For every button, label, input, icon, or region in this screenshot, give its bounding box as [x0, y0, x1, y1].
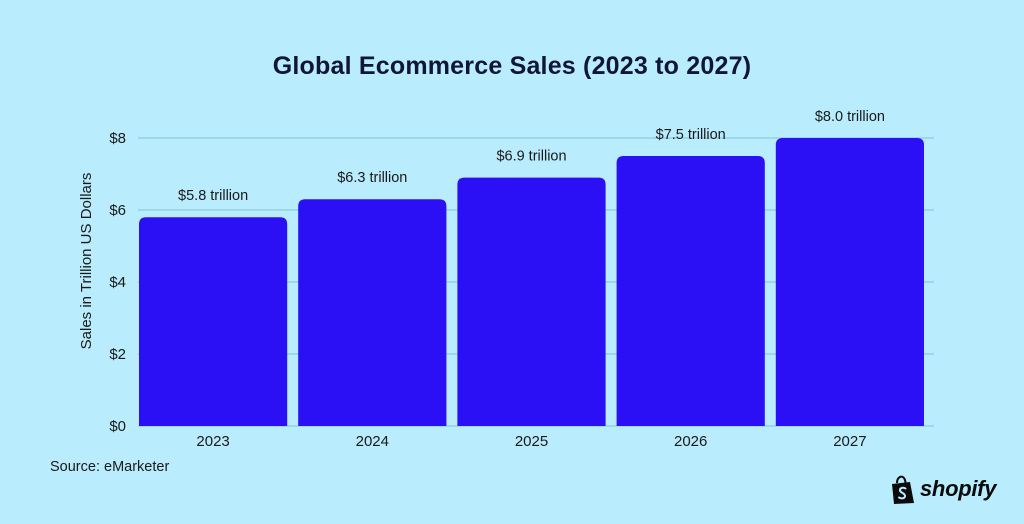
data-label: $7.5 trillion — [656, 127, 726, 143]
bar-2023 — [139, 217, 288, 426]
data-label: $5.8 trillion — [178, 188, 248, 204]
data-label: $8.0 trillion — [815, 109, 885, 125]
bar-2026 — [616, 156, 765, 426]
x-tick-label: 2023 — [196, 433, 229, 450]
y-tick-label: $4 — [109, 274, 126, 291]
x-tick-label: 2026 — [674, 433, 707, 450]
y-tick-label: $8 — [109, 130, 126, 147]
data-label: $6.9 trillion — [496, 149, 566, 165]
bar-2024 — [298, 199, 447, 426]
brand-logo: shopify — [890, 474, 996, 504]
bar-2025 — [457, 177, 606, 426]
chart-title: Global Ecommerce Sales (2023 to 2027) — [272, 52, 752, 80]
y-tick-label: $6 — [109, 202, 126, 219]
bars — [139, 138, 924, 426]
source-note: Source: eMarketer — [50, 459, 170, 475]
y-tick-label: $0 — [109, 418, 126, 435]
x-axis-ticks: 2023 2024 2025 2026 2027 — [196, 433, 866, 450]
y-tick-label: $2 — [109, 346, 126, 363]
data-labels: $5.8 trillion $6.3 trillion $6.9 trillion $… — [178, 109, 885, 204]
bar-2027 — [775, 138, 924, 426]
shopify-bag-icon — [892, 475, 914, 504]
x-tick-label: 2024 — [356, 433, 389, 450]
y-axis-label: Sales in Trillion US Dollars — [78, 173, 95, 350]
brand-name: shopify — [920, 476, 997, 501]
x-tick-label: 2025 — [515, 433, 548, 450]
y-axis-ticks: $0 $2 $4 $6 $8 — [109, 130, 126, 435]
x-tick-label: 2027 — [833, 433, 866, 450]
data-label: $6.3 trillion — [337, 170, 407, 186]
